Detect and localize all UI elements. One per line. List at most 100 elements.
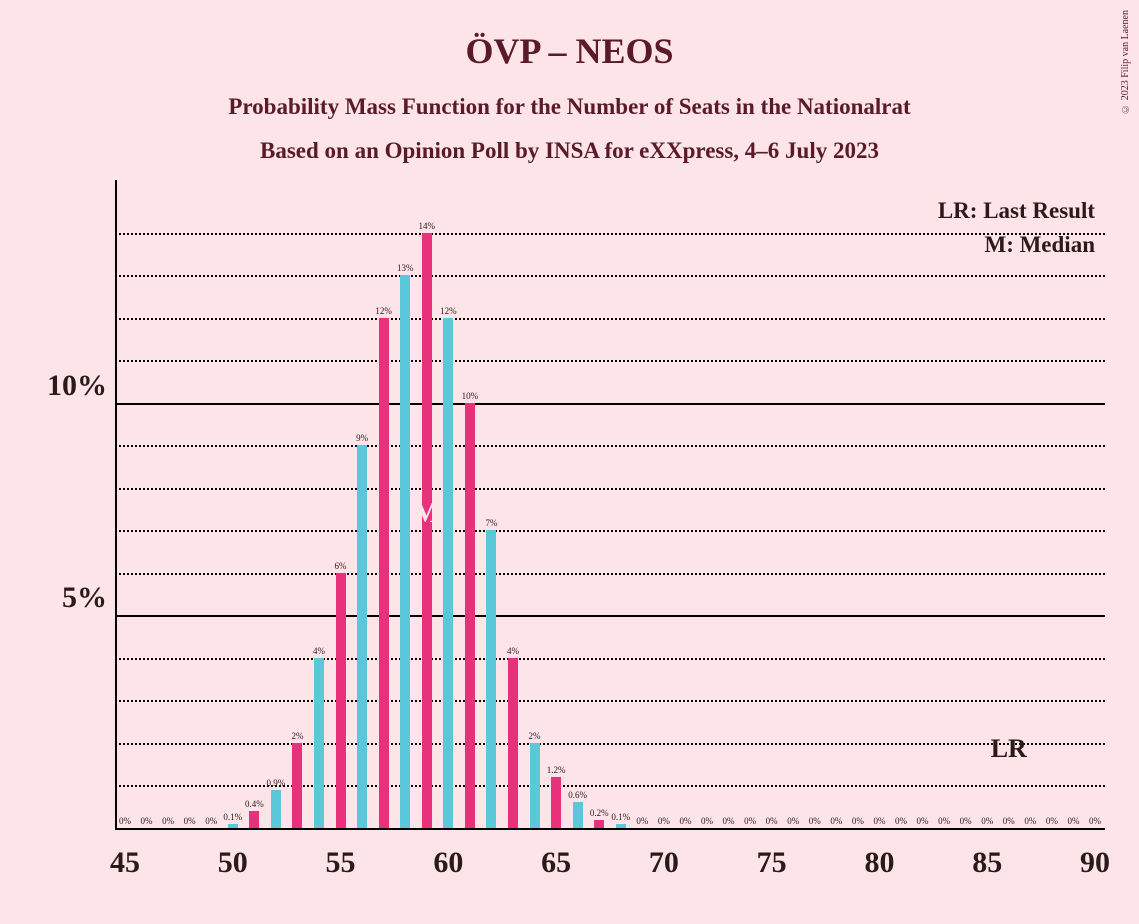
- bar: [249, 811, 259, 828]
- y-axis-tick-label: 10%: [47, 369, 107, 403]
- bar-value-label: 0.6%: [568, 790, 587, 800]
- gridline-minor: [115, 743, 1105, 745]
- bar-value-label: 0.9%: [267, 778, 286, 788]
- bar-value-label: 0%: [766, 816, 778, 826]
- bar-value-label: 0%: [809, 816, 821, 826]
- chart-subtitle-1: Probability Mass Function for the Number…: [0, 72, 1139, 120]
- legend-median: M: Median: [984, 232, 1095, 258]
- bar-value-label: 2%: [529, 731, 541, 741]
- x-axis-line: [115, 828, 1105, 830]
- last-result-marker: LR: [991, 734, 1027, 764]
- bar: [228, 824, 238, 828]
- bar-value-label: 0.2%: [590, 808, 609, 818]
- bar-value-label: 0%: [1089, 816, 1101, 826]
- bar-value-label: 0%: [184, 816, 196, 826]
- bar: [465, 403, 475, 828]
- bar-value-label: 7%: [485, 518, 497, 528]
- bar: [400, 275, 410, 828]
- bar-value-label: 13%: [397, 263, 414, 273]
- x-axis-tick-label: 60: [433, 846, 463, 880]
- x-axis-tick-label: 65: [541, 846, 571, 880]
- gridline-minor: [115, 445, 1105, 447]
- gridline-minor: [115, 785, 1105, 787]
- x-axis-tick-label: 70: [649, 846, 679, 880]
- bar-value-label: 12%: [375, 306, 392, 316]
- bar-value-label: 0%: [830, 816, 842, 826]
- bar-value-label: 0%: [1024, 816, 1036, 826]
- bar-value-label: 4%: [507, 646, 519, 656]
- median-marker: M: [414, 498, 440, 530]
- bar: [486, 530, 496, 828]
- bar-value-label: 6%: [335, 561, 347, 571]
- bar-value-label: 0%: [873, 816, 885, 826]
- x-axis-tick-label: 80: [864, 846, 894, 880]
- x-axis-tick-label: 75: [757, 846, 787, 880]
- bar: [292, 743, 302, 828]
- x-axis-tick-label: 50: [218, 846, 248, 880]
- bar-value-label: 0%: [938, 816, 950, 826]
- bar-value-label: 0%: [701, 816, 713, 826]
- bar-value-label: 0%: [1046, 816, 1058, 826]
- bar-value-label: 0%: [1067, 816, 1079, 826]
- copyright-text: © 2023 Filip van Laenen: [1120, 10, 1131, 114]
- bar-value-label: 1.2%: [547, 765, 566, 775]
- bar-value-label: 4%: [313, 646, 325, 656]
- bar-value-label: 0.1%: [223, 812, 242, 822]
- bar: [594, 820, 604, 829]
- x-axis-tick-label: 90: [1080, 846, 1110, 880]
- y-axis-tick-label: 5%: [62, 581, 107, 615]
- bar-value-label: 0%: [141, 816, 153, 826]
- bar: [530, 743, 540, 828]
- gridline-minor: [115, 700, 1105, 702]
- gridline-minor: [115, 275, 1105, 277]
- bar-value-label: 0%: [162, 816, 174, 826]
- bar: [508, 658, 518, 828]
- chart-title: ÖVP – NEOS: [0, 0, 1139, 72]
- bar-value-label: 0%: [960, 816, 972, 826]
- gridline-minor: [115, 488, 1105, 490]
- bar: [573, 802, 583, 828]
- gridline-major: [115, 615, 1105, 617]
- bar-value-label: 2%: [291, 731, 303, 741]
- bar: [336, 573, 346, 828]
- chart-subtitle-2: Based on an Opinion Poll by INSA for eXX…: [0, 120, 1139, 164]
- bar: [616, 824, 626, 828]
- bar-value-label: 0%: [119, 816, 131, 826]
- y-axis-line: [115, 180, 117, 830]
- gridline-minor: [115, 530, 1105, 532]
- gridline-major: [115, 403, 1105, 405]
- bar-value-label: 9%: [356, 433, 368, 443]
- gridline-minor: [115, 573, 1105, 575]
- x-axis-tick-label: 85: [972, 846, 1002, 880]
- bar-value-label: 0%: [787, 816, 799, 826]
- bar: [357, 445, 367, 828]
- bar-value-label: 0.1%: [611, 812, 630, 822]
- bar: [271, 790, 281, 828]
- bar-value-label: 0%: [723, 816, 735, 826]
- bar-value-label: 0%: [636, 816, 648, 826]
- bar-value-label: 0%: [917, 816, 929, 826]
- bar-value-label: 0%: [744, 816, 756, 826]
- x-axis-tick-label: 55: [326, 846, 356, 880]
- bar: [314, 658, 324, 828]
- bar-value-label: 0%: [679, 816, 691, 826]
- legend-last-result: LR: Last Result: [938, 198, 1095, 224]
- bar-value-label: 0%: [852, 816, 864, 826]
- gridline-minor: [115, 658, 1105, 660]
- bar-value-label: 12%: [440, 306, 457, 316]
- bar-value-label: 14%: [419, 221, 436, 231]
- bar-value-label: 0%: [1003, 816, 1015, 826]
- bar-value-label: 10%: [462, 391, 479, 401]
- chart-plot-area: 5%10%0%0%0%0%0%0.1%0.4%0.9%2%4%6%9%12%13…: [115, 190, 1105, 830]
- gridline-minor: [115, 233, 1105, 235]
- bar: [443, 318, 453, 828]
- bar: [379, 318, 389, 828]
- x-axis-tick-label: 45: [110, 846, 140, 880]
- bar-value-label: 0.4%: [245, 799, 264, 809]
- bar: [551, 777, 561, 828]
- bar-value-label: 0%: [658, 816, 670, 826]
- gridline-minor: [115, 318, 1105, 320]
- bar-value-label: 0%: [205, 816, 217, 826]
- bar-value-label: 0%: [895, 816, 907, 826]
- bar-value-label: 0%: [981, 816, 993, 826]
